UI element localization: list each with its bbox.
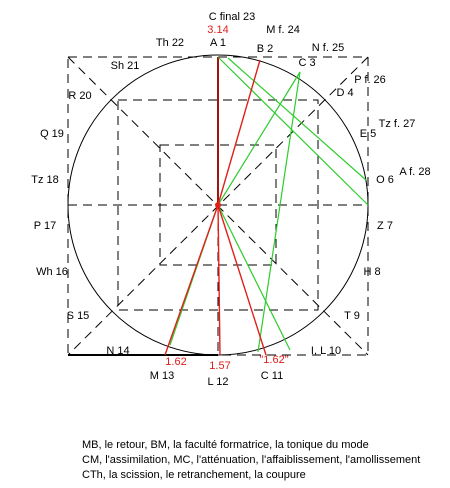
ratio-label: 3.14 (207, 24, 228, 36)
caption-line: CM, l'assimilation, MC, l'atténuation, l… (82, 454, 421, 466)
point-label: I, L 10 (311, 345, 341, 357)
point-label: C 3 (298, 57, 315, 69)
point-label: H 8 (363, 266, 380, 278)
center (215, 202, 221, 208)
point-label: L 12 (207, 376, 228, 388)
point-label: A f. 28 (399, 166, 430, 178)
point-label: M 13 (150, 370, 174, 382)
point-label: O 6 (376, 174, 394, 186)
point-label: Th 22 (156, 37, 184, 49)
point-label: Wh 16 (36, 266, 68, 278)
point-label: Sh 21 (111, 60, 140, 72)
point-label: N f. 25 (312, 42, 344, 54)
caption-line: CTh, la scission, le retranchement, la c… (82, 469, 306, 481)
point-label: M f. 24 (266, 24, 300, 36)
red-lines (164, 57, 267, 356)
ratio-label: 1.62 (165, 356, 186, 368)
point-label: Tz f. 27 (379, 118, 416, 130)
point-label: E 5 (360, 128, 377, 140)
point-label: S 15 (67, 310, 90, 322)
point-label: T 9 (344, 310, 360, 322)
point-label: Tz 18 (31, 174, 59, 186)
point-label: C final 23 (209, 11, 255, 23)
point-label: Q 19 (40, 128, 64, 140)
labels: A 1 B 2 C 3 D 4 E 5 O 6 Z 7 H 8 T 9 I, L 10 C 11 L … (31, 11, 430, 388)
green-lines (169, 56, 369, 353)
point-label: C 11 (261, 370, 283, 382)
caption-line: MB, le retour, BM, la faculté formatrice… (82, 439, 369, 451)
point-label: N 14 (106, 345, 129, 357)
ratio-label: 1.57 (209, 360, 230, 372)
point-label: P f. 26 (354, 74, 386, 86)
ratio-label: "1.62" (259, 354, 288, 366)
point-label: B 2 (257, 43, 274, 55)
point-label: Z 7 (377, 220, 393, 232)
point-label: A 1 (210, 37, 226, 49)
point-label: D 4 (336, 87, 353, 99)
point-label: P 17 (34, 220, 56, 232)
diagram: A 1 B 2 C 3 D 4 E 5 O 6 Z 7 H 8 T 9 I, L 10 C 11 L … (31, 11, 430, 388)
point-label: R 20 (68, 90, 91, 102)
